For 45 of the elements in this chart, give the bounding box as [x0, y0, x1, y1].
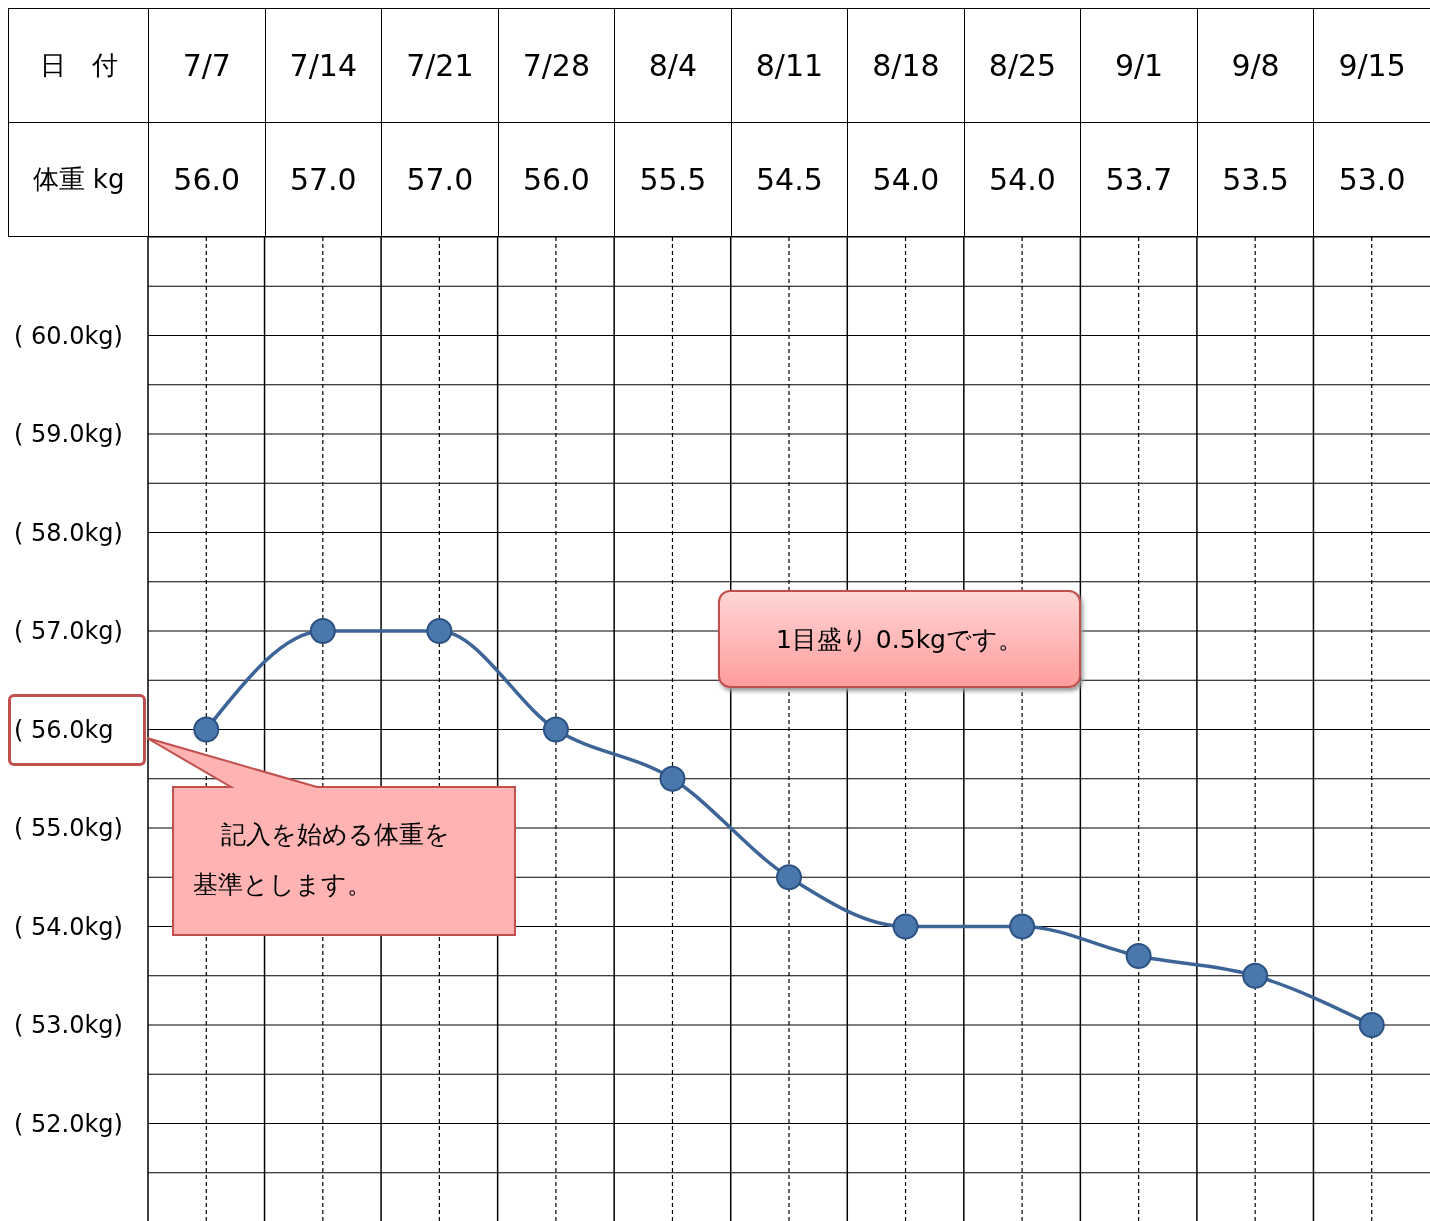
- x-tick-label: 9/15: [1313, 8, 1430, 123]
- y-axis-title: 体重 kg: [8, 122, 149, 237]
- y-tick-label: ( 54.0kg): [14, 912, 123, 941]
- x-tick-label: 9/8: [1197, 8, 1314, 123]
- x-tick-label: 7/21: [381, 8, 499, 123]
- data-label: 57.0: [265, 122, 382, 237]
- y-tick-label: ( 58.0kg): [14, 518, 123, 547]
- y-tick-label: ( 56.0kg: [14, 715, 114, 744]
- x-tick-label: 7/28: [498, 8, 615, 123]
- point: [1358, 1012, 1385, 1038]
- data-label: 54.5: [731, 122, 848, 237]
- y-tick-label: ( 52.0kg): [14, 1109, 123, 1138]
- x-axis-title: 日 付: [8, 8, 149, 123]
- annotation: 記入を始める体重を基準とします。: [193, 819, 451, 901]
- x-tick-label: 7/7: [148, 8, 266, 123]
- point: [1009, 913, 1036, 940]
- x-tick-label: 8/4: [614, 8, 732, 123]
- x-tick-label: 8/18: [847, 8, 965, 123]
- data-label: 56.0: [498, 122, 615, 237]
- x-tick-label: 8/25: [964, 8, 1081, 123]
- data-label: 53.5: [1197, 122, 1314, 237]
- y-tick-label: ( 59.0kg): [14, 420, 123, 448]
- y-tick-label: ( 53.0kg): [14, 1011, 123, 1039]
- data-label: 54.0: [964, 122, 1081, 237]
- point: [776, 864, 802, 891]
- point: [1242, 962, 1269, 989]
- data-label: 53.7: [1080, 122, 1198, 237]
- point: [1125, 943, 1152, 970]
- x-tick-label: 9/1: [1080, 8, 1198, 123]
- data-label: 55.5: [614, 122, 732, 237]
- point: [542, 716, 569, 743]
- data-label: 57.0: [381, 122, 499, 237]
- data-label: 53.0: [1313, 122, 1430, 237]
- y-tick-label: ( 57.0kg): [14, 617, 123, 645]
- y-tick-label: ( 60.0kg): [14, 321, 123, 350]
- point: [309, 618, 336, 644]
- point: [426, 618, 453, 644]
- x-tick-label: 7/14: [265, 8, 382, 123]
- point: [659, 765, 686, 792]
- x-tick-label: 8/11: [731, 8, 848, 123]
- data-label: 56.0: [148, 122, 266, 237]
- y-tick-label: ( 55.0kg): [14, 814, 123, 842]
- point: [892, 913, 919, 940]
- point: [193, 716, 220, 743]
- data-label: 54.0: [847, 122, 965, 237]
